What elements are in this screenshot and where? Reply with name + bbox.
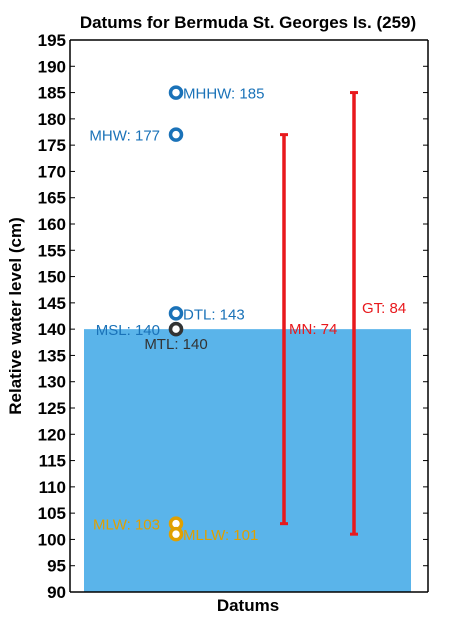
y-tick-label: 120 — [38, 425, 66, 444]
datum-mhw-point — [168, 127, 184, 142]
datum-mllw-point — [168, 526, 184, 542]
y-tick-label: 195 — [38, 31, 66, 50]
y-tick-label: 165 — [38, 189, 66, 208]
datum-mhhw-point — [168, 85, 184, 100]
y-tick-label: 90 — [47, 583, 66, 602]
y-tick-label: 145 — [38, 294, 66, 313]
plot-area: MN: 74 GT: 84 MHHW: 185 MHW: 177 DTL: 143 MSL… — [84, 85, 411, 592]
range-mn-label: MN: 74 — [289, 321, 337, 338]
datum-mlw-label: MLW: 103 — [93, 517, 160, 534]
y-tick-label: 170 — [38, 162, 66, 181]
y-axis: 90 95 100 105 110 115 120 125 130 135 140 145 150 155… — [38, 31, 429, 602]
y-tick-label: 110 — [39, 478, 66, 497]
datum-mtl-point — [168, 321, 184, 337]
datum-dtl-point — [168, 306, 184, 321]
datum-mtl-label: MTL: 140 — [144, 336, 207, 353]
mean-sea-level-fill — [84, 329, 411, 592]
datum-msl-label: MSL: 140 — [96, 322, 160, 339]
datum-mllw-label: MLLW: 101 — [183, 527, 258, 544]
y-tick-label: 130 — [38, 373, 66, 392]
y-tick-label: 125 — [38, 399, 66, 418]
y-tick-label: 155 — [38, 241, 66, 260]
y-tick-label: 160 — [38, 215, 66, 234]
y-tick-label: 185 — [38, 84, 66, 103]
y-tick-label: 150 — [38, 268, 66, 287]
x-axis-label: Datums — [217, 596, 279, 615]
range-gt-label: GT: 84 — [362, 300, 406, 317]
y-tick-label: 180 — [38, 110, 66, 129]
y-tick-label: 190 — [38, 57, 66, 76]
datum-mhhw-label: MHHW: 185 — [183, 86, 264, 103]
datum-mhw-label: MHW: 177 — [89, 128, 160, 145]
y-tick-label: 115 — [39, 452, 66, 471]
y-tick-label: 140 — [38, 320, 66, 339]
y-tick-label: 175 — [38, 136, 66, 155]
y-tick-label: 100 — [38, 530, 66, 549]
y-axis-label: Relative water level (cm) — [6, 217, 25, 414]
datum-dtl-label: DTL: 143 — [183, 306, 245, 323]
y-tick-label: 95 — [47, 557, 66, 576]
y-tick-label: 135 — [38, 346, 66, 365]
chart-title: Datums for Bermuda St. Georges Is. (259) — [80, 13, 416, 32]
y-tick-label: 105 — [38, 504, 66, 523]
